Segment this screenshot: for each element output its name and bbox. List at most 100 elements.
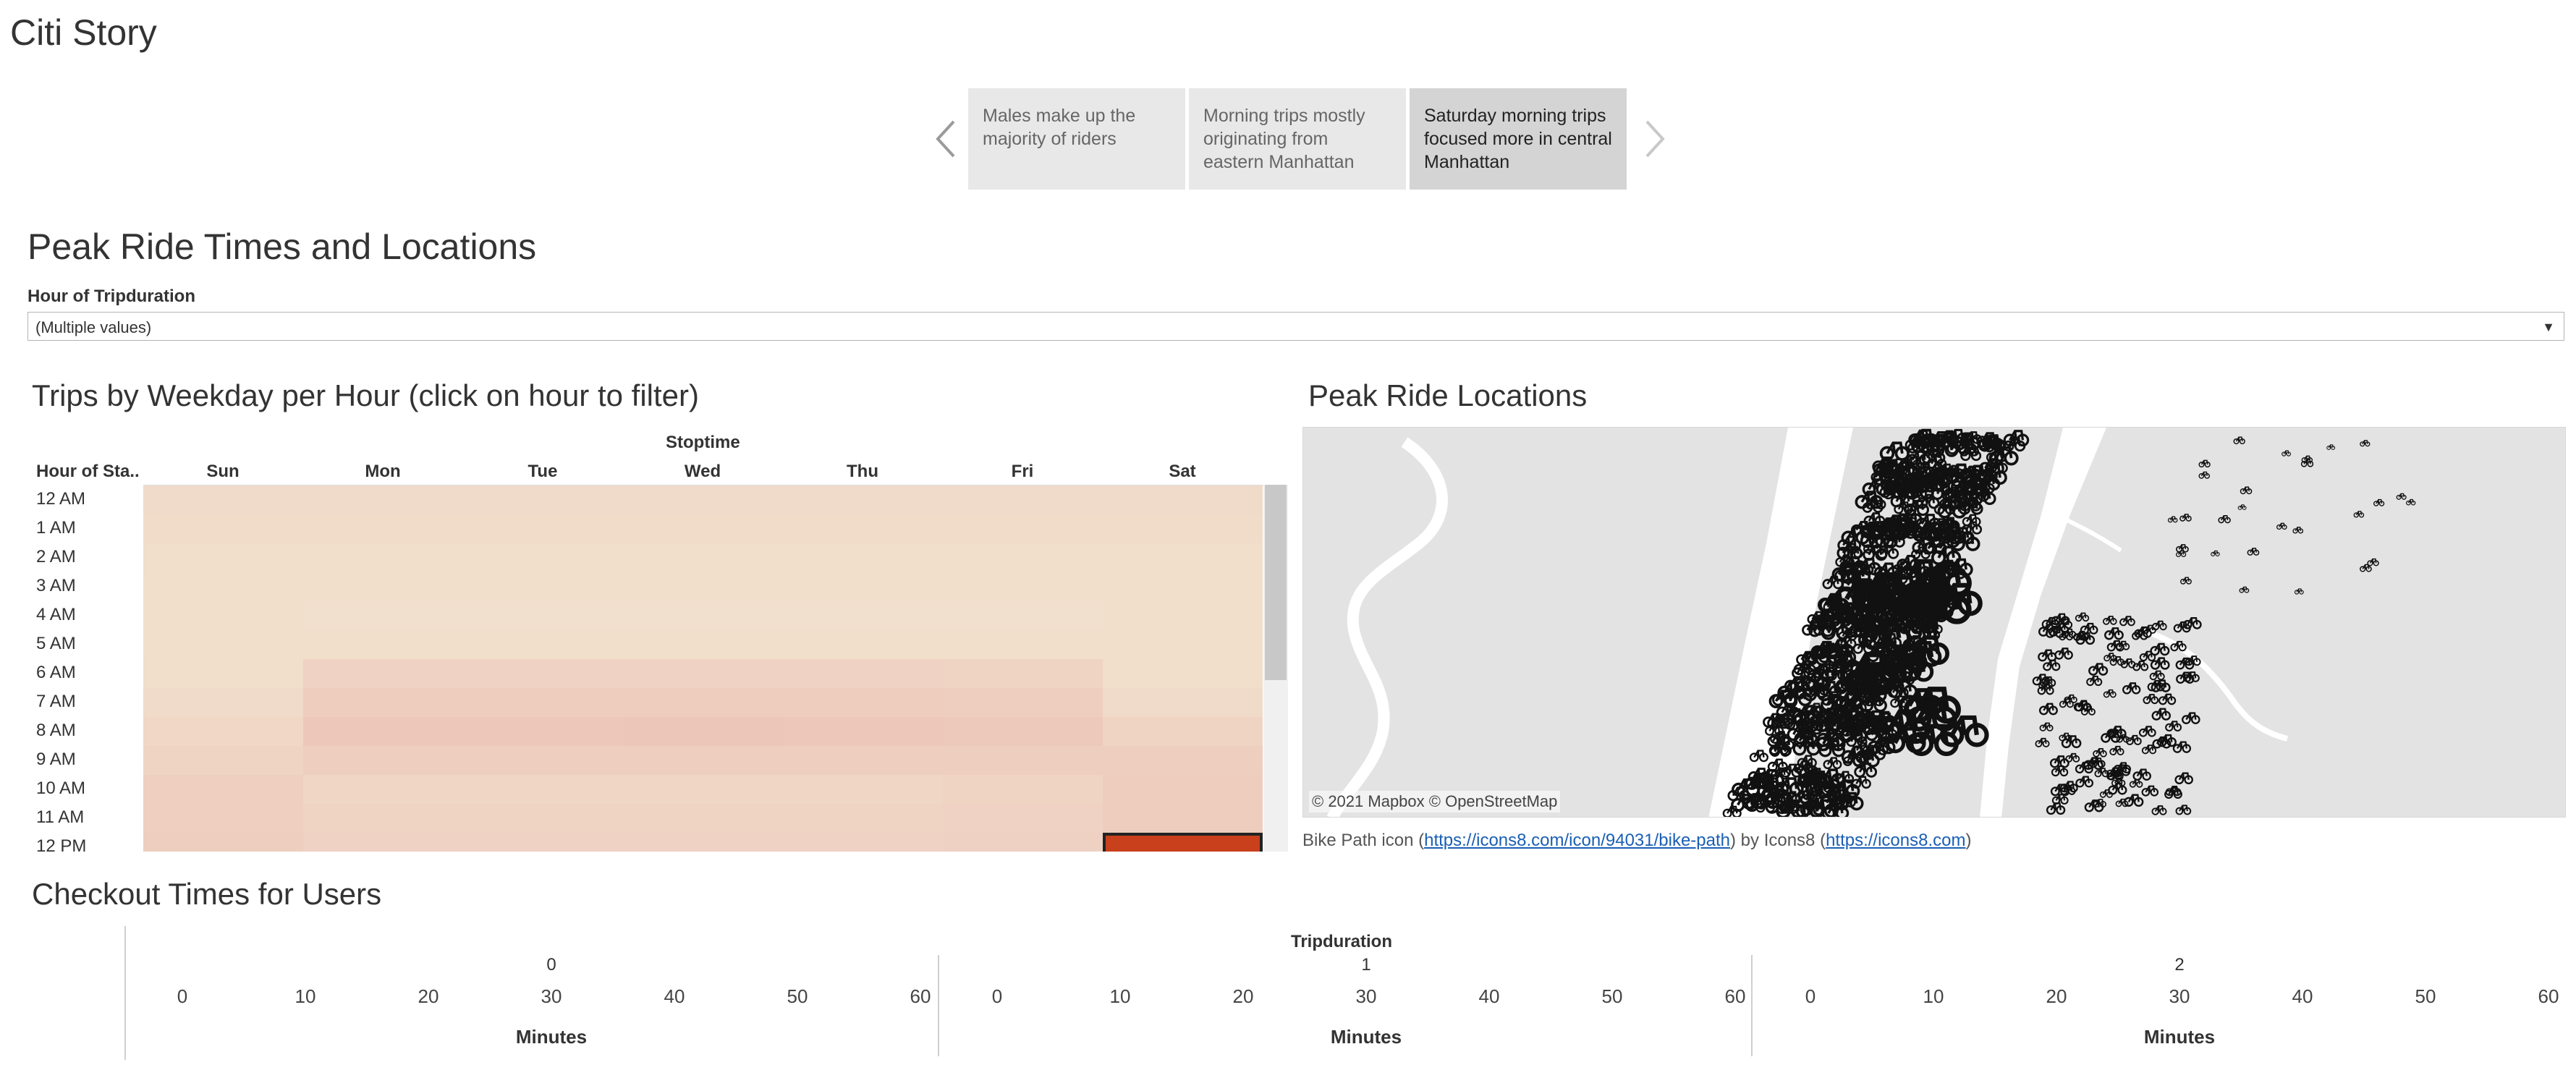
heatmap-cell[interactable] — [303, 601, 463, 630]
heatmap-cell[interactable] — [463, 630, 623, 659]
bike-icon[interactable] — [1816, 611, 1841, 627]
bike-icon[interactable] — [2180, 577, 2192, 585]
bike-icon[interactable] — [2108, 782, 2127, 795]
icon-link[interactable]: https://icons8.com/icon/94031/bike-path — [1424, 831, 1731, 850]
bike-icon[interactable] — [1879, 441, 1910, 462]
bike-icon[interactable] — [2150, 657, 2170, 670]
heatmap-cell[interactable] — [1103, 804, 1263, 833]
bike-icon[interactable] — [2198, 459, 2211, 468]
bike-icon[interactable] — [1757, 773, 1779, 789]
bike-icon[interactable] — [1983, 438, 2007, 453]
bike-icon[interactable] — [2061, 735, 2082, 749]
hour-label[interactable]: 5 AM — [36, 634, 76, 653]
bike-icon[interactable] — [1924, 471, 1951, 489]
heatmap-cell[interactable] — [943, 543, 1103, 572]
scrollbar-thumb[interactable] — [1265, 485, 1287, 680]
bike-icon[interactable] — [2149, 670, 2165, 681]
bike-icon[interactable] — [1950, 532, 1980, 551]
heatmap-cell[interactable] — [943, 717, 1103, 746]
bike-icon[interactable] — [1844, 662, 1896, 695]
heatmap-cell[interactable] — [143, 601, 303, 630]
bike-icon[interactable] — [1941, 486, 1965, 502]
bike-icon[interactable] — [1965, 486, 1990, 502]
bike-icon[interactable] — [2129, 778, 2143, 788]
heatmap-cell[interactable] — [143, 485, 303, 514]
bike-icon[interactable] — [2294, 588, 2304, 595]
bike-icon[interactable] — [2175, 805, 2192, 815]
heatmap-cell[interactable] — [303, 572, 463, 601]
heatmap-cell[interactable] — [943, 833, 1103, 852]
heatmap-cell[interactable] — [143, 717, 303, 746]
heatmap-cell[interactable] — [623, 572, 783, 601]
hour-label[interactable]: 2 AM — [36, 547, 76, 566]
bike-icon[interactable] — [1868, 530, 1898, 549]
bike-icon[interactable] — [2043, 659, 2061, 671]
bike-icon[interactable] — [2179, 514, 2192, 522]
bike-icon[interactable] — [2198, 471, 2211, 479]
bike-icon[interactable] — [2158, 693, 2177, 705]
bike-icon[interactable] — [1767, 732, 1790, 747]
bike-icon[interactable] — [1834, 578, 1885, 612]
bike-icon[interactable] — [2141, 785, 2159, 797]
bike-icon[interactable] — [1749, 750, 1768, 763]
hour-filter-dropdown[interactable]: (Multiple values) ▼ — [27, 312, 2564, 341]
hour-label[interactable]: 7 AM — [36, 692, 76, 711]
bike-icon[interactable] — [1876, 459, 1905, 478]
heatmap-cell[interactable] — [783, 659, 943, 688]
hour-label[interactable]: 12 PM — [36, 836, 87, 852]
bike-icon[interactable] — [2175, 550, 2187, 558]
bike-icon[interactable] — [1772, 690, 1797, 706]
heatmap-cell[interactable] — [943, 775, 1103, 804]
bike-icon[interactable] — [2124, 794, 2144, 807]
story-point-1[interactable]: Males make up the majority of riders — [968, 88, 1185, 190]
bike-icon[interactable] — [1780, 708, 1808, 726]
bike-icon[interactable] — [1959, 443, 1980, 457]
bike-icon[interactable] — [2360, 564, 2372, 572]
bike-icon[interactable] — [1793, 660, 1816, 676]
heatmap-cell[interactable] — [783, 543, 943, 572]
bike-icon[interactable] — [2233, 436, 2245, 445]
bike-icon[interactable] — [1831, 794, 1850, 807]
heatmap-cell[interactable] — [143, 514, 303, 543]
bike-icon[interactable] — [2151, 805, 2167, 815]
icons8-link[interactable]: https://icons8.com — [1826, 831, 1966, 850]
bike-icon[interactable] — [2176, 544, 2189, 553]
bike-icon[interactable] — [1844, 546, 1863, 559]
bike-icon[interactable] — [2173, 621, 2191, 633]
bike-icon[interactable] — [2152, 736, 2172, 749]
heatmap-cell[interactable] — [783, 572, 943, 601]
heatmap-cell[interactable] — [623, 659, 783, 688]
heatmap-cell[interactable] — [623, 543, 783, 572]
bike-icon[interactable] — [2056, 618, 2073, 629]
bike-icon[interactable] — [2151, 708, 2172, 721]
heatmap-cell[interactable] — [943, 630, 1103, 659]
bike-icon[interactable] — [1793, 730, 1820, 747]
bike-icon[interactable] — [2300, 459, 2314, 467]
bike-icon[interactable] — [2239, 586, 2250, 593]
bike-icon[interactable] — [1809, 799, 1839, 817]
bike-icon[interactable] — [2122, 682, 2141, 695]
bike-icon[interactable] — [2051, 613, 2070, 626]
heatmap-cell[interactable] — [143, 630, 303, 659]
heatmap-cell[interactable] — [303, 804, 463, 833]
bike-icon[interactable] — [2132, 768, 2151, 781]
bike-icon[interactable] — [1950, 469, 1978, 488]
heatmap-cell[interactable] — [623, 775, 783, 804]
bike-icon[interactable] — [2065, 752, 2080, 763]
bike-icon[interactable] — [2373, 498, 2385, 506]
heatmap-cell[interactable] — [463, 485, 623, 514]
hour-label[interactable]: 4 AM — [36, 605, 76, 624]
bike-icon[interactable] — [2211, 550, 2220, 557]
heatmap-cell[interactable] — [783, 630, 943, 659]
bike-icon[interactable] — [1821, 621, 1851, 640]
heatmap-cell[interactable] — [463, 833, 623, 852]
chevron-left-icon[interactable] — [929, 117, 965, 161]
heatmap-cell[interactable] — [1103, 485, 1263, 514]
bike-icon[interactable] — [2147, 679, 2165, 692]
bike-icon[interactable] — [1863, 512, 1886, 527]
bike-icon[interactable] — [2104, 627, 2124, 640]
bike-icon[interactable] — [2086, 675, 2103, 687]
bike-icon[interactable] — [1805, 647, 1831, 663]
bike-icon[interactable] — [1774, 777, 1804, 797]
bike-icon[interactable] — [2003, 437, 2026, 452]
